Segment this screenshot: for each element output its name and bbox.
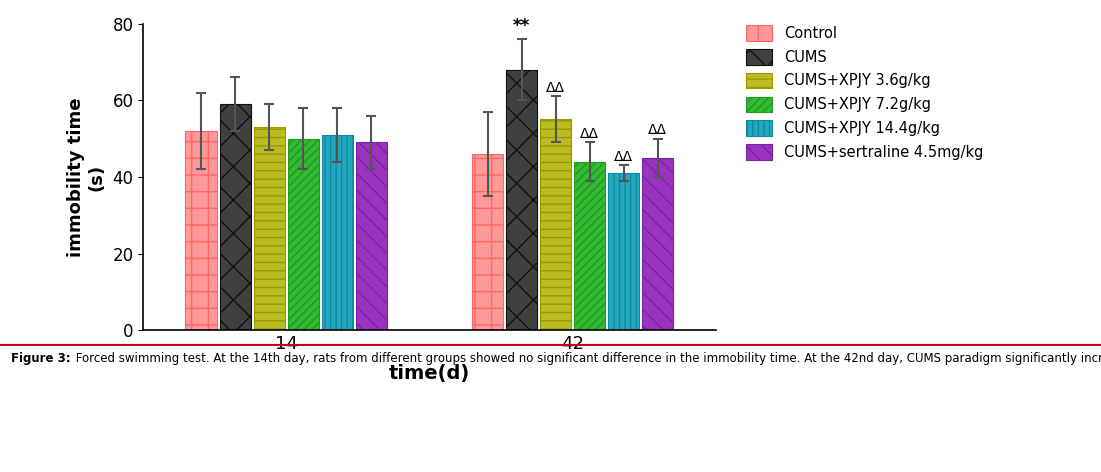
Text: ΔΔ: ΔΔ (614, 150, 633, 164)
Bar (505, 69, 537, 330)
Bar (253, 127, 285, 330)
Text: Forced swimming test. At the 14th day, rats from different groups showed no sign: Forced swimming test. At the 14th day, r… (72, 352, 1101, 365)
Bar (471, 154, 503, 330)
Text: **: ** (513, 17, 531, 35)
Bar (185, 131, 217, 330)
Bar (287, 139, 319, 330)
Bar (539, 119, 571, 330)
Bar (574, 161, 606, 330)
Bar (219, 104, 251, 330)
Text: ΔΔ: ΔΔ (580, 126, 599, 141)
X-axis label: time(d): time(d) (389, 364, 470, 383)
Bar (321, 135, 353, 330)
Bar (356, 143, 388, 330)
Y-axis label: immobility time
(s): immobility time (s) (66, 97, 106, 257)
Text: ΔΔ: ΔΔ (546, 81, 565, 94)
Bar (642, 158, 674, 330)
Text: Figure 3:: Figure 3: (11, 352, 70, 365)
Legend: Control, CUMS, CUMS+XPJY 3.6g/kg, CUMS+XPJY 7.2g/kg, CUMS+XPJY 14.4g/kg, CUMS+se: Control, CUMS, CUMS+XPJY 3.6g/kg, CUMS+X… (745, 25, 983, 160)
Bar (608, 173, 640, 330)
Text: ΔΔ: ΔΔ (648, 123, 667, 137)
